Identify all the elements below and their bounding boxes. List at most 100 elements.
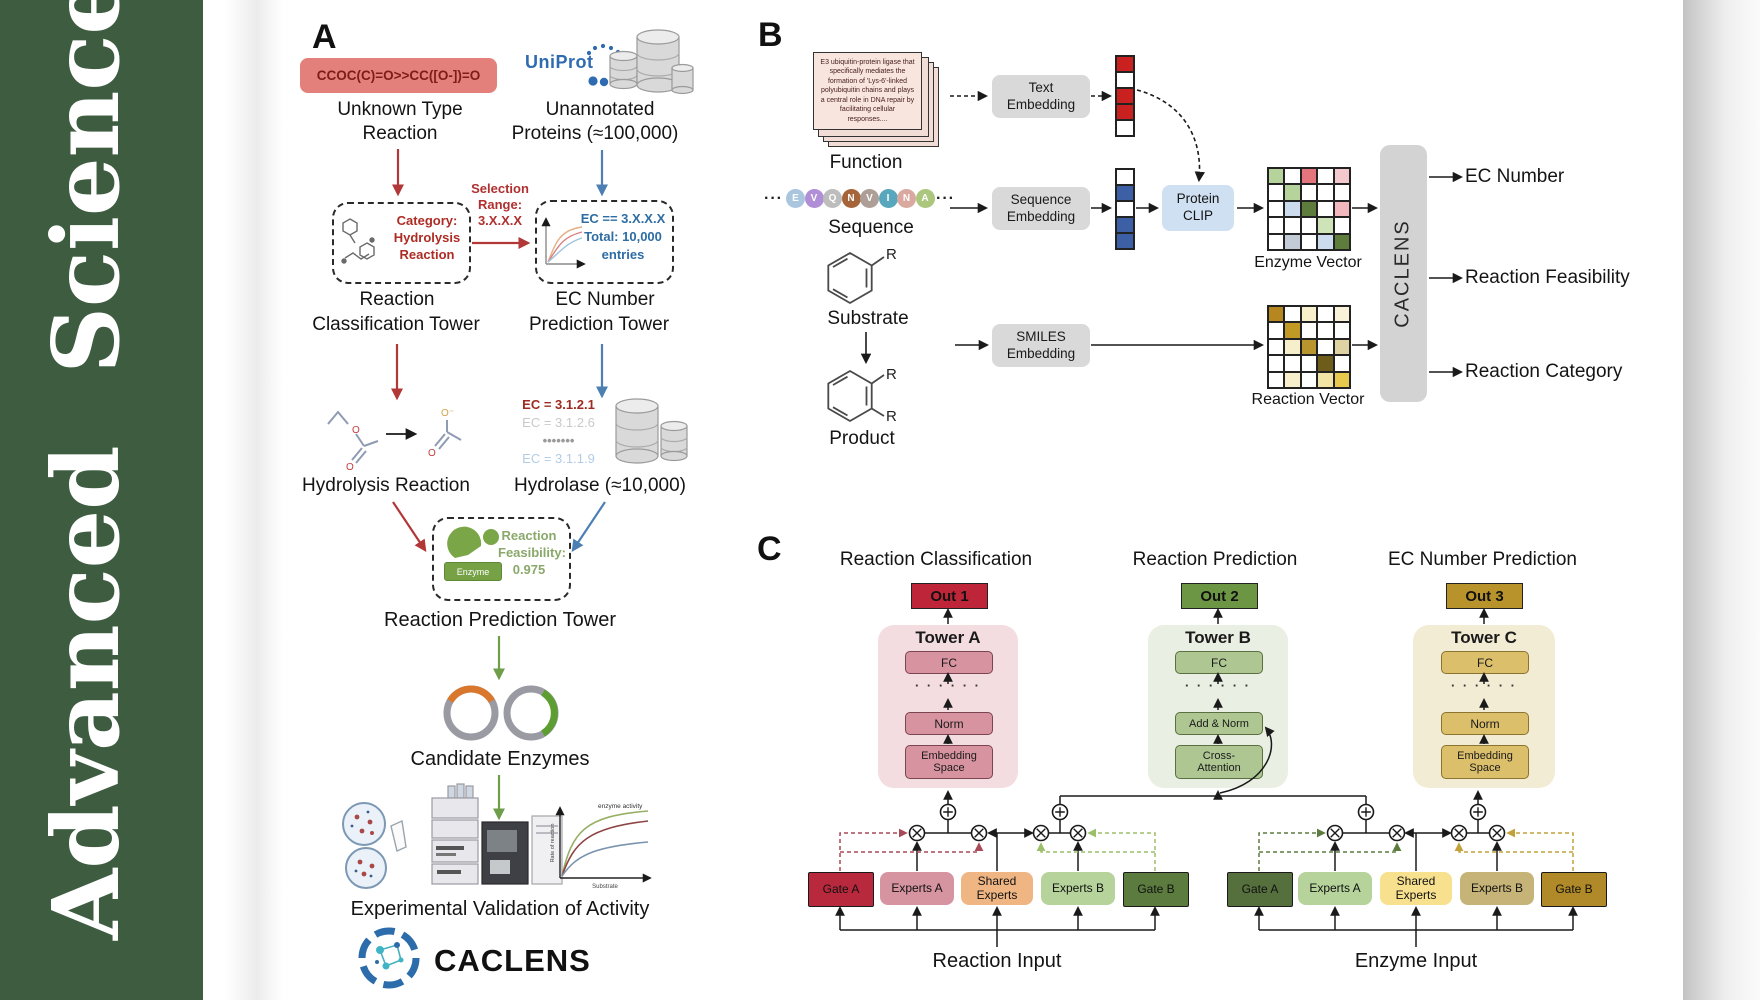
sequence-ellipsis-right: ··· [936,190,955,207]
tower-c-name: Tower C [1451,628,1517,647]
sequence-ellipsis-left: ··· [764,190,783,207]
caclens-logo-icon [358,927,420,989]
grid-cell [1317,184,1334,201]
grid-cell [1300,355,1318,372]
ecbox-line3: entries [601,247,645,262]
activity-chart: enzyme activity Rate of reaction Substra… [550,803,652,890]
output-reaction-category: Reaction Category [1465,361,1623,382]
tower-a-fc: FC [905,651,993,674]
hydrolysis-reaction-label: Hydrolysis Reaction [302,475,470,496]
residue-circle: A [915,189,935,208]
enzyme-gate-b: Gate B [1541,872,1607,907]
title-reaction-classification: Reaction Classification [839,549,1033,570]
activity-annotation: enzyme activity [598,803,643,810]
panel-b-label: B [758,16,783,54]
grid-cell [1333,322,1350,339]
tower2-line1: EC Number [555,289,655,310]
category-line3: Reaction [399,247,455,262]
residue-circle: V [804,189,824,208]
function-card-text: E3 ubiquitin-protein ligase that specifi… [820,58,915,123]
grid-cell [1268,233,1285,250]
reaction-gate-a: Gate A [808,872,874,907]
title-reaction-prediction: Reaction Prediction [1132,549,1298,570]
ec-prediction-box [535,200,674,284]
sequence-embedding-line1: Sequence [1010,191,1072,207]
moe-enzyme-wiring [1254,790,1578,947]
grid-cell [1333,217,1350,234]
panel-c-label: C [757,530,782,568]
hydrolase-label: Hydrolase (≈10,000) [513,475,686,496]
ec-list-line: EC = 3.1.1.9 [522,451,595,466]
substrate-label: Substrate [827,308,909,329]
vector-cell [1116,169,1134,185]
function-card: E3 ubiquitin-protein ligase that specifi… [813,52,922,130]
reaction-experts-a: Experts A [880,872,954,905]
grid-cell [1300,168,1318,185]
grid-cell [1284,306,1301,323]
grid-cell [1300,217,1318,234]
text-embedding-line1: Text [1028,79,1054,95]
protein-clip-line2: CLIP [1182,208,1213,223]
grid-cell [1284,355,1301,372]
unannotated-line1: Unannotated [545,99,655,120]
enzyme-input-label: Enzyme Input [1354,950,1478,972]
grid-cell [1317,338,1334,356]
grid-cell [1268,306,1285,323]
text-embedding-line2: Embedding [1006,96,1076,112]
output-reaction-feasibility: Reaction Feasibility [1465,267,1630,288]
residue-circle: I [878,189,898,208]
unknown-type-line1: Unknown Type [337,99,463,120]
vector-cell [1116,56,1134,72]
enzyme-experts-b: Experts B [1460,872,1534,905]
vector-cell [1116,185,1134,201]
grid-cell [1268,322,1285,339]
tower-a-embedding: Embedding Space [905,745,993,779]
ecbox-line2: Total: 10,000 [584,229,662,244]
vector-cell [1116,201,1134,217]
output-ec-number: EC Number [1465,166,1565,187]
grid-cell [1284,322,1301,339]
grid-cell [1284,200,1301,218]
grid-cell [1300,233,1318,250]
grid-cell [1317,200,1334,218]
ester-molecule [327,410,379,464]
product-r2-label: R [886,408,897,425]
grid-cell [1317,355,1334,372]
sequence-label: Sequence [828,217,914,238]
ester-carbonyl-o: O [346,462,354,473]
reaction-gate-b: Gate B [1123,872,1189,907]
residue-circle: V [860,189,879,208]
smiles-embedding-line1: SMILES [1016,328,1066,344]
text-embedding-box: Text Embedding [992,75,1090,118]
grid-cell [1333,233,1350,250]
grid-cell [1317,217,1334,234]
grid-cell [1317,322,1334,339]
hplc-instrument-icon [431,783,563,885]
reaction-prediction-box [432,517,571,601]
grid-cell [1268,338,1285,356]
grid-cell [1317,371,1334,388]
tower-b-name: Tower B [1185,628,1251,647]
enzyme-experts-a: Experts A [1298,872,1372,905]
enzyme-badge: Enzyme [444,562,502,581]
page-edge-shade-right [1683,0,1760,1000]
category-line1: Category: [396,213,458,228]
acetate-o-atom: O [428,448,436,459]
residue-circle: Q [823,189,842,208]
plasmid-icons [443,685,559,741]
page-edge-shade-left [225,0,283,1000]
moe-reaction-wiring [835,790,1160,947]
activity-ylabel: Rate of reaction [550,824,556,863]
residue-circle: E [786,189,805,208]
feasibility-line3: 0.975 [512,562,546,577]
grid-cell [1333,306,1350,323]
text-embedding-vector [1115,55,1135,137]
selection-range-line2: Range: [477,197,523,212]
grid-cell [1268,200,1285,218]
grid-cell [1284,371,1301,388]
grid-cell [1333,338,1350,356]
caclens-brand-text: CACLENS [434,943,591,978]
grid-cell [1300,184,1318,201]
